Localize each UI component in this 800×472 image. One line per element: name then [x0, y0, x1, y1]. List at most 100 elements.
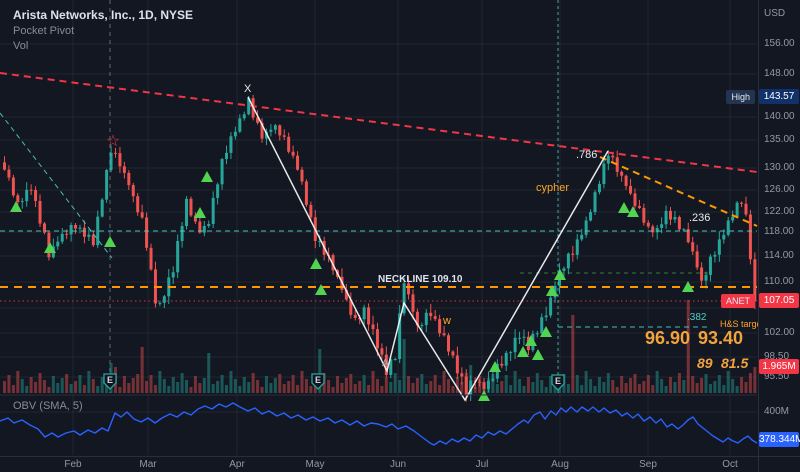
obv-line[interactable] [0, 402, 758, 446]
candle-body [105, 170, 109, 200]
hs-target-label[interactable]: H&S target [720, 319, 765, 329]
candle-body [11, 177, 15, 196]
pocket-pivot-triangle-icon[interactable] [618, 202, 630, 213]
trend-line[interactable] [0, 112, 113, 259]
pocket-pivot-triangle-icon[interactable] [546, 285, 558, 296]
volume-bar [584, 371, 588, 393]
fib-382-label[interactable]: .382 [687, 312, 707, 323]
candle-body [238, 118, 242, 132]
pocket-pivot-triangle-icon[interactable] [10, 201, 22, 212]
cypher-label[interactable]: cypher [536, 182, 570, 194]
candle-body [127, 172, 131, 186]
volume-bar [522, 386, 526, 393]
candle-body [606, 155, 610, 164]
candle-body [726, 220, 730, 235]
volume-bar [25, 386, 29, 393]
pocket-pivot-triangle-icon[interactable] [310, 258, 322, 269]
volume-bar [455, 377, 459, 393]
volume-bar [349, 374, 353, 393]
volume-bar [264, 376, 268, 393]
pattern-zigzag-line[interactable] [247, 96, 609, 402]
volume-bar [185, 380, 189, 393]
candle-body [367, 307, 371, 325]
candle-body [300, 169, 304, 182]
pocket-pivot-triangle-icon[interactable] [104, 236, 116, 247]
earnings-icon[interactable] [103, 373, 117, 390]
pocket-pivot-triangle-icon[interactable] [540, 326, 552, 337]
candle-body [29, 189, 33, 191]
candle-body [549, 297, 553, 316]
volume-bar [273, 378, 277, 393]
indicator-pocket-pivot[interactable]: Pocket Pivot [13, 25, 75, 37]
candle-body [38, 201, 42, 224]
candle-body [700, 267, 704, 281]
trend-line[interactable] [599, 156, 758, 227]
volume-bar [500, 381, 504, 393]
fib-786-label[interactable]: .786 [576, 149, 598, 161]
symbol-title[interactable]: Arista Networks, Inc., 1D, NYSE [13, 8, 194, 22]
candle-body [225, 152, 228, 160]
candle-body [691, 242, 695, 252]
star-icon[interactable]: ☆ [106, 133, 120, 150]
pocket-pivot-triangle-icon[interactable] [517, 346, 529, 357]
earnings-icon[interactable] [311, 373, 325, 390]
candle-body [96, 216, 100, 246]
candle-body [180, 226, 184, 241]
trend-line[interactable] [0, 72, 758, 173]
candle-body [704, 274, 708, 281]
indicator-vol[interactable]: Vol [13, 40, 29, 52]
candle-body [176, 241, 180, 273]
volume-bar [589, 379, 593, 393]
volume-bar [136, 374, 140, 393]
price-target-3[interactable]: 89 [697, 355, 713, 371]
pocket-pivot-triangle-icon[interactable] [525, 335, 537, 346]
price-target-2[interactable]: 93.40 [698, 328, 744, 348]
volume-bar [526, 377, 530, 393]
candle-body [42, 223, 46, 233]
point-a-label[interactable]: A [382, 358, 389, 369]
candle-body [264, 131, 268, 139]
pocket-pivot-triangle-icon[interactable] [315, 284, 327, 295]
volume-bar [442, 371, 446, 393]
candle-body [589, 212, 593, 221]
obv-value-badge: 378.344M [759, 432, 800, 447]
candle-body [202, 226, 206, 233]
pocket-pivot-triangle-icon[interactable] [627, 206, 639, 217]
candle-body [518, 337, 522, 339]
candle-body [198, 221, 202, 233]
price-target-1[interactable]: 96.90 [645, 328, 691, 348]
candle-body [482, 382, 486, 389]
volume-bar [460, 382, 464, 393]
time-scale-axis[interactable]: Feb Mar Apr May Jun Jul Aug Sep Oct [0, 456, 758, 472]
price-target-4[interactable]: 81.5 [721, 355, 749, 371]
pocket-pivot-triangle-icon[interactable] [194, 207, 206, 218]
price-tick-label: 118.00 [764, 226, 794, 237]
pocket-pivot-triangle-icon[interactable] [201, 171, 213, 182]
fib-236-label[interactable]: .236 [689, 212, 711, 224]
volume-bar [429, 381, 433, 393]
pocket-pivot-triangle-icon[interactable] [532, 349, 544, 360]
candle-body [469, 380, 473, 395]
volume-bar [367, 385, 371, 393]
candle-body [233, 131, 237, 137]
pocket-pivot-triangle-icon[interactable] [489, 361, 501, 372]
pocket-pivot-triangle-icon[interactable] [44, 242, 56, 253]
time-tick-aug: Aug [551, 459, 569, 470]
volume-bar [198, 383, 202, 393]
point-x-label[interactable]: X [244, 83, 252, 95]
neckline-label[interactable]: NECKLINE 109.10 [378, 274, 463, 285]
obv-indicator-label[interactable]: OBV (SMA, 5) [13, 400, 83, 412]
pocket-pivot-triangle-icon[interactable] [554, 269, 566, 280]
earnings-icon[interactable] [551, 374, 565, 391]
price-tick-label: 135.00 [764, 134, 795, 145]
price-scale-axis[interactable]: USD 156.00 148.00 140.00 135.00 130.00 126.00… [758, 0, 800, 456]
candle-body [296, 155, 300, 170]
candle-body [642, 207, 646, 223]
candle-body [717, 239, 721, 255]
volume-bar [620, 376, 624, 393]
candle-body [384, 354, 388, 375]
w-pattern-label[interactable]: w [443, 315, 451, 327]
pocket-pivot-triangle-icon[interactable] [682, 281, 694, 292]
